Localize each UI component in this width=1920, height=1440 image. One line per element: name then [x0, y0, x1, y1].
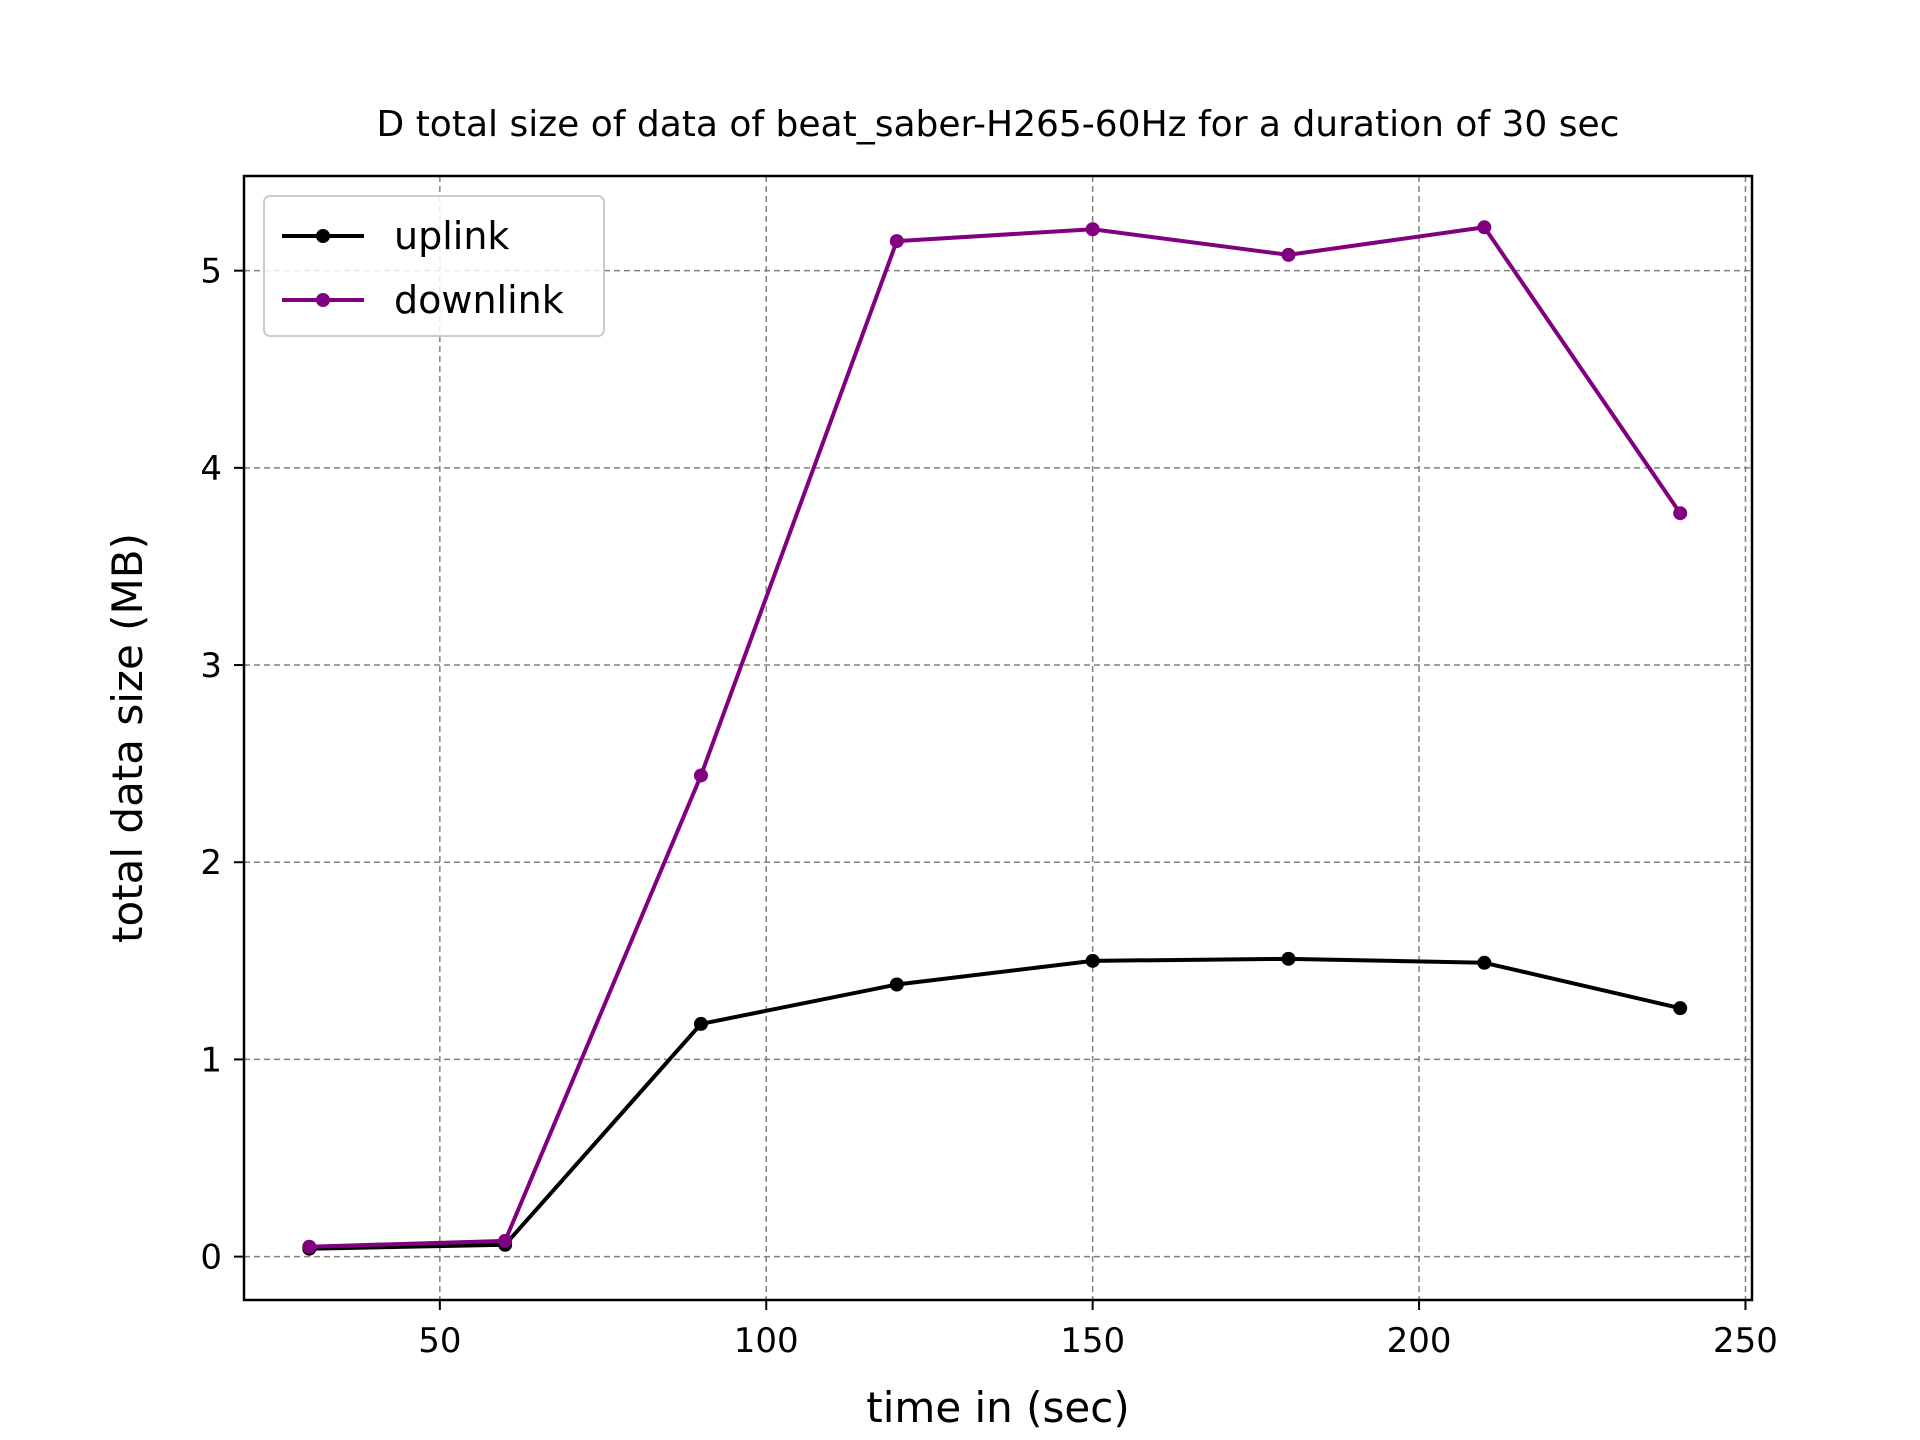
legend-swatch-marker [316, 229, 330, 243]
uplink-point [1477, 955, 1492, 970]
legend-swatch-marker [316, 293, 330, 307]
uplink-line [307, 956, 1683, 1251]
x-axis-title: time in (sec) [866, 1383, 1129, 1432]
x-tick-label: 250 [1713, 1321, 1778, 1361]
downlink-point [498, 1233, 513, 1248]
plot-frame [242, 174, 1754, 1302]
grid [244, 176, 1752, 1300]
y-tick-label: 5 [200, 252, 222, 292]
legend: uplink downlink [263, 195, 605, 337]
y-tick-label: 2 [200, 843, 222, 883]
downlink-point [1477, 220, 1492, 235]
y-tick-label: 3 [200, 646, 222, 686]
downlink-point [302, 1239, 317, 1254]
x-tick-label: 200 [1387, 1321, 1452, 1361]
y-tick-label: 1 [200, 1040, 222, 1080]
uplink-point [1281, 951, 1296, 966]
uplink-point [1673, 1001, 1688, 1016]
y-axis-title: total data size (MB) [103, 533, 152, 943]
uplink-point [1085, 953, 1100, 968]
uplink-point [693, 1016, 708, 1031]
y-tick-label: 0 [200, 1238, 222, 1278]
downlink-line [307, 225, 1683, 1249]
downlink-point [693, 768, 708, 783]
legend-label: downlink [394, 278, 564, 322]
plot-series [302, 220, 1688, 1256]
x-tick-label: 150 [1060, 1321, 1125, 1361]
axis-ticks: 50 100 150 200 250 0 1 2 3 4 5 [200, 252, 1778, 1361]
y-tick-label: 4 [200, 449, 222, 489]
downlink-point [1085, 222, 1100, 237]
chart-title: D total size of data of beat_saber-H265-… [377, 104, 1620, 145]
legend-label: uplink [394, 214, 509, 258]
uplink-point [889, 977, 904, 992]
x-tick-label: 100 [734, 1321, 799, 1361]
downlink-point [1673, 506, 1688, 521]
x-tick-label: 50 [418, 1321, 461, 1361]
downlink-point [889, 234, 904, 249]
downlink-point [1281, 247, 1296, 262]
